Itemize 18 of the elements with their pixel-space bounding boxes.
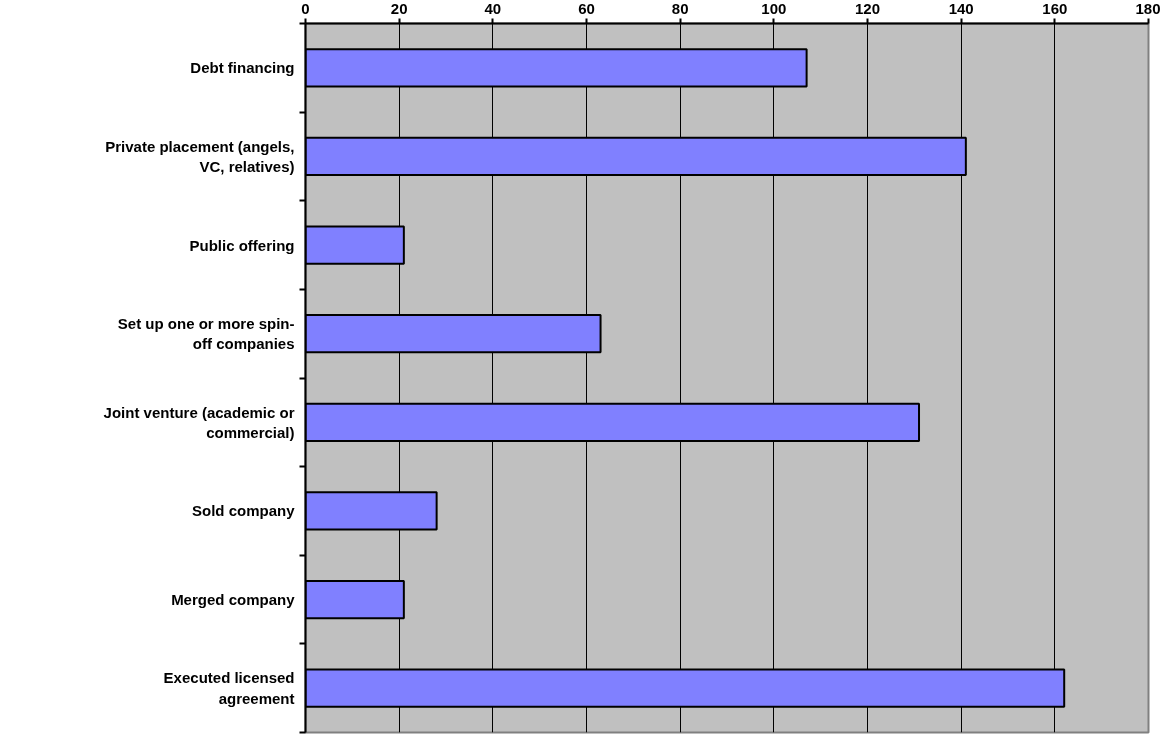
x-tick-label: 80: [671, 0, 689, 17]
y-tick-label: Sold company: [191, 502, 296, 520]
y-tick-label: Debt financing: [190, 59, 295, 77]
x-tick-label: 140: [948, 0, 974, 17]
x-tick-label: 20: [390, 0, 408, 17]
y-tick-label: Private placement (angels, VC, relatives): [105, 137, 295, 176]
x-tick-label: 160: [1042, 0, 1068, 17]
x-tick-label: 120: [854, 0, 881, 17]
x-tick-label: 40: [484, 0, 502, 17]
x-tick-label: 100: [761, 0, 787, 17]
y-tick-label: Public offering: [189, 236, 295, 254]
x-tick-label: 180: [1135, 0, 1161, 17]
y-tick-label: Set up one or more spin-off companies: [117, 314, 295, 353]
y-tick-label: Joint venture (academic or commercial): [103, 403, 295, 442]
x-tick-label: 60: [578, 0, 595, 17]
y-tick-label: Merged company: [171, 591, 296, 609]
y-tick-label: Executed licensed agreement: [163, 669, 295, 707]
x-tick-label: 0: [301, 0, 310, 17]
